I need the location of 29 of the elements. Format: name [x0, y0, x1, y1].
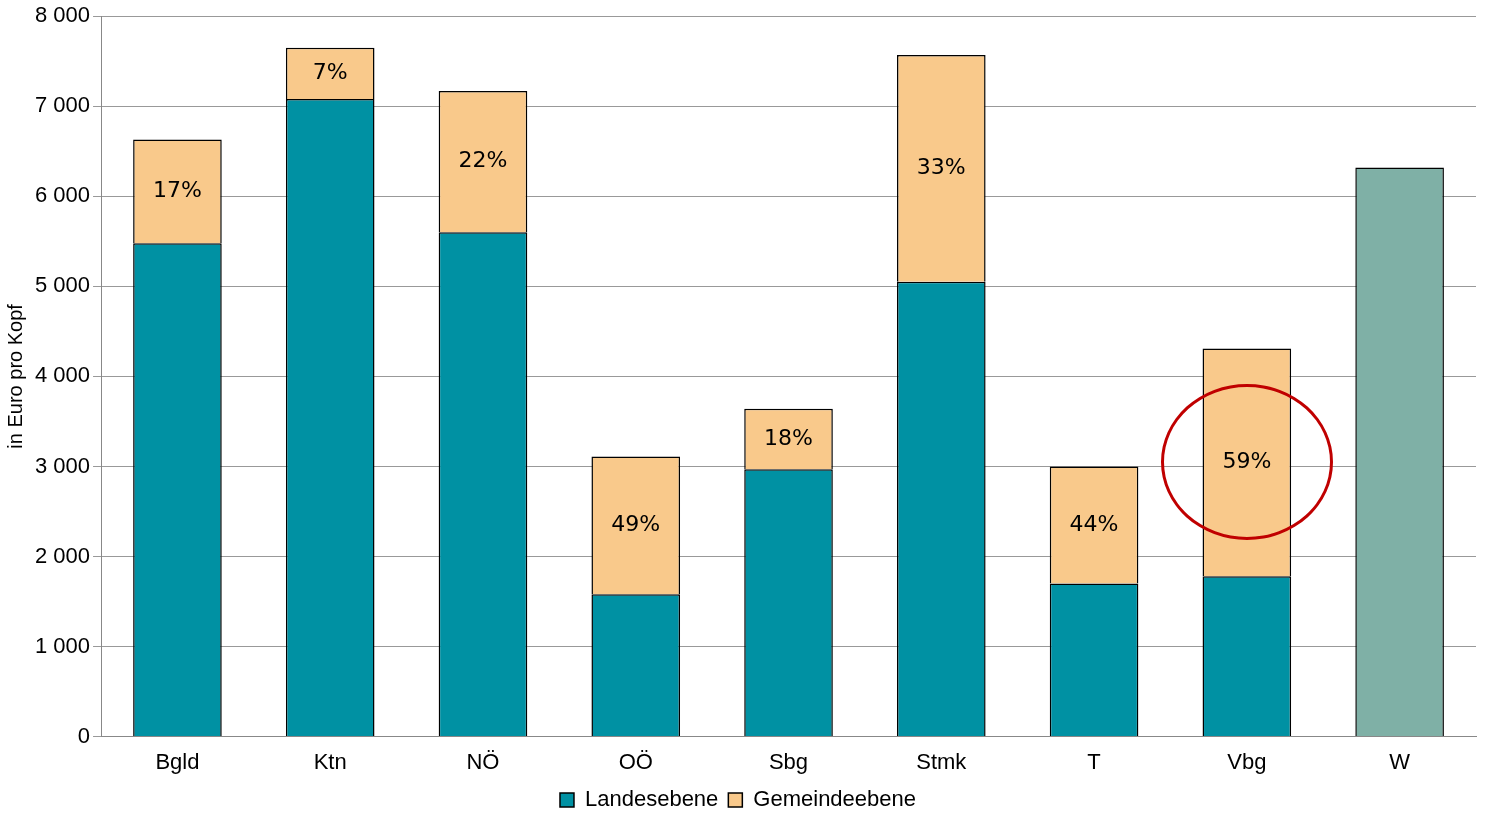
y-tick-label: 0: [77, 722, 91, 748]
y-tick-label: 5 000: [34, 272, 91, 298]
annotation: 17%: [152, 177, 202, 203]
legend-label: Landesebene: [584, 786, 719, 812]
legend-label: Gemeindeebene: [753, 786, 917, 812]
annotation: 33%: [916, 154, 966, 180]
y-tick-label: 1 000: [34, 632, 91, 658]
y-tick-label: 7 000: [34, 92, 91, 118]
annotation: 7%: [312, 59, 348, 85]
annotation: 59%: [1222, 448, 1272, 474]
x-tick-label: Vbg: [1227, 748, 1267, 774]
x-tick-label: OÖ: [618, 748, 653, 774]
y-tick-label: 6 000: [34, 182, 91, 208]
annotation: 22%: [458, 147, 508, 173]
x-tick-label: Bgld: [155, 748, 200, 774]
x-tick-label: NÖ: [466, 748, 500, 774]
x-tick-label: Ktn: [313, 748, 347, 774]
y-axis-title: in Euro pro Kopf: [3, 303, 26, 449]
x-tick-label: W: [1389, 748, 1411, 774]
y-tick-label: 4 000: [34, 362, 91, 388]
x-tick-label: T: [1087, 748, 1101, 774]
x-tick-label: Stmk: [916, 748, 968, 774]
y-tick-label: 2 000: [34, 542, 91, 568]
y-tick-label: 8 000: [34, 2, 91, 28]
annotation: 44%: [1069, 510, 1119, 536]
annotation: 49%: [611, 511, 661, 537]
y-tick-label: 3 000: [34, 452, 91, 478]
x-tick-label: Sbg: [768, 748, 809, 774]
annotation: 18%: [764, 424, 813, 450]
